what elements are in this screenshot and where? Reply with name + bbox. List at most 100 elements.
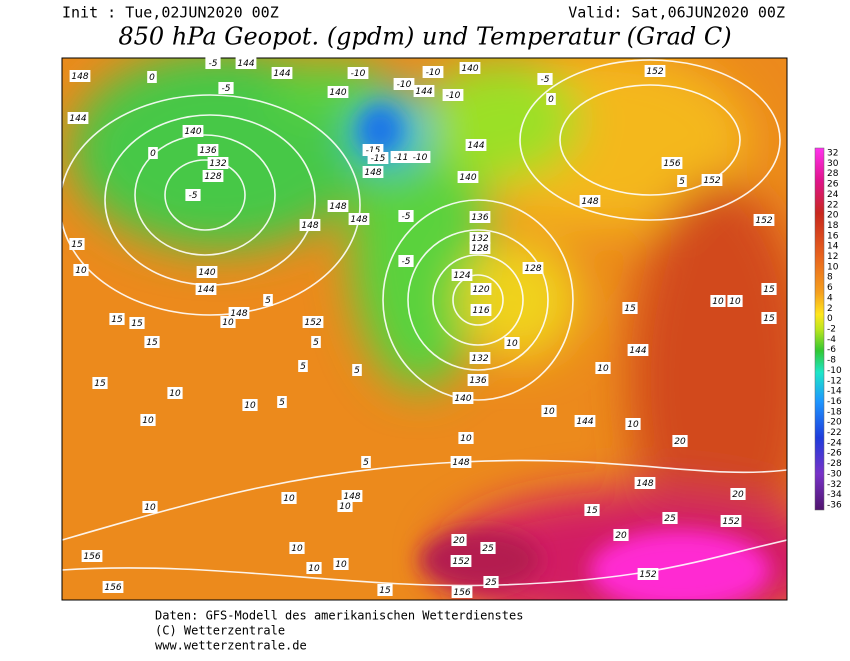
contour-label-box [465, 139, 487, 151]
contour-label-box [73, 264, 89, 276]
contour-label-box [483, 576, 499, 588]
contour-label: 25 [482, 544, 494, 554]
contour-label: -10 [351, 69, 366, 79]
contour-label: 144 [197, 285, 214, 295]
contour-label-box [67, 112, 89, 124]
contour-label-box [81, 550, 103, 562]
contour-label-box [306, 562, 322, 574]
contour-label-box [574, 415, 596, 427]
colorbar-label: 10 [827, 262, 839, 272]
contour-label: 140 [198, 268, 215, 278]
colorbar-label: -22 [827, 428, 842, 438]
contour-label-box [701, 174, 723, 186]
contour-label: 136 [199, 146, 216, 156]
contour-label: 152 [722, 517, 739, 527]
colorbar-label: -26 [827, 449, 842, 459]
contour-label-box [450, 456, 472, 468]
contour-label: 156 [453, 588, 470, 598]
contour-label-box [537, 73, 553, 85]
contour-label: 148 [329, 202, 346, 212]
contour-label-box [595, 362, 611, 374]
contour-label: -11 [394, 153, 409, 163]
contour-label-box [129, 317, 145, 329]
contour-label: 15 [146, 338, 158, 348]
contour-label: 156 [663, 159, 680, 169]
contour-label-box [522, 262, 544, 274]
colorbar-label: 2 [827, 304, 833, 314]
contour-label-box [242, 399, 258, 411]
contour-label: 144 [415, 87, 432, 97]
contour-label: 144 [629, 346, 646, 356]
colorbar-label: -24 [827, 438, 842, 448]
contour-label: 15 [763, 285, 775, 295]
contour-label: 152 [452, 557, 469, 567]
contour-label: 132 [209, 159, 226, 169]
contour-label: 5 [265, 296, 271, 306]
contour-label: 144 [237, 59, 254, 69]
contour-label-box [367, 152, 389, 164]
contour-label: 148 [71, 72, 88, 82]
colorbar-label: 24 [827, 190, 839, 200]
contour-label-box [277, 396, 287, 408]
colorbar-label: 30 [827, 159, 839, 169]
contour-label-box [298, 360, 308, 372]
footer: Daten: GFS-Modell des amerikanischen Wet… [155, 609, 523, 653]
contour-label-box [661, 157, 683, 169]
contour-label-box [457, 171, 479, 183]
contour-label-box [218, 82, 234, 94]
colorbar-label: -8 [827, 356, 836, 366]
contour-label-box [470, 304, 492, 316]
contour-label-box [333, 558, 349, 570]
colorbar-label: -16 [827, 397, 842, 407]
colorbar-label: 12 [827, 252, 838, 262]
contour-label-box [458, 432, 474, 444]
contour-label-box [185, 189, 201, 201]
contour-label-box [147, 71, 157, 83]
contour-label-box [753, 214, 775, 226]
contour-label-box [195, 283, 217, 295]
contour-label: 152 [755, 216, 772, 226]
contour-label: 148 [636, 479, 653, 489]
contour-label-box [398, 210, 414, 222]
contour-label-box [469, 211, 491, 223]
contour-label-box [541, 405, 557, 417]
contour-label-box [761, 283, 777, 295]
contour-label-box [142, 501, 158, 513]
contour-label: -5 [541, 75, 550, 85]
colorbar-label: 0 [827, 314, 833, 324]
contour-label-box [450, 555, 472, 567]
contour-label: -10 [446, 91, 461, 101]
contour-label: -10 [397, 80, 412, 90]
contour-label-box [662, 512, 678, 524]
contour-label: 140 [329, 88, 346, 98]
contour-label: 15 [586, 506, 598, 516]
colorbar-labels: 32302826242220181614121086420-2-4-6-8-10… [827, 149, 842, 511]
footer-line: (C) Wetterzentrale [155, 624, 285, 638]
contour-label-box [459, 62, 481, 74]
map-title: 850 hPa Geopot. (gpdm) und Temperatur (G… [118, 23, 731, 51]
contour-label: 20 [732, 490, 744, 500]
contour-label: 0 [149, 73, 155, 83]
contour-label-box [504, 337, 520, 349]
contour-label: 152 [703, 176, 720, 186]
contour-label: 140 [461, 64, 478, 74]
contour-label: 15 [111, 315, 123, 325]
colorbar-label: -14 [827, 387, 842, 397]
contour-label-box [341, 490, 363, 502]
contour-label: 15 [71, 240, 83, 250]
contour-label-box [452, 392, 474, 404]
contour-label: 140 [184, 127, 201, 137]
contour-label: 20 [674, 437, 686, 447]
contour-label: 148 [230, 309, 247, 319]
contour-label: 10 [291, 544, 303, 554]
contour-label-box [393, 78, 415, 90]
contour-label-box [451, 586, 473, 598]
contour-label: 152 [304, 318, 321, 328]
contour-label-box [205, 57, 221, 69]
contour-label: -10 [426, 68, 441, 78]
contour-label-box [352, 364, 362, 376]
contour-label: -5 [209, 59, 218, 69]
contour-label-box [92, 377, 108, 389]
contour-label: 15 [624, 304, 636, 314]
